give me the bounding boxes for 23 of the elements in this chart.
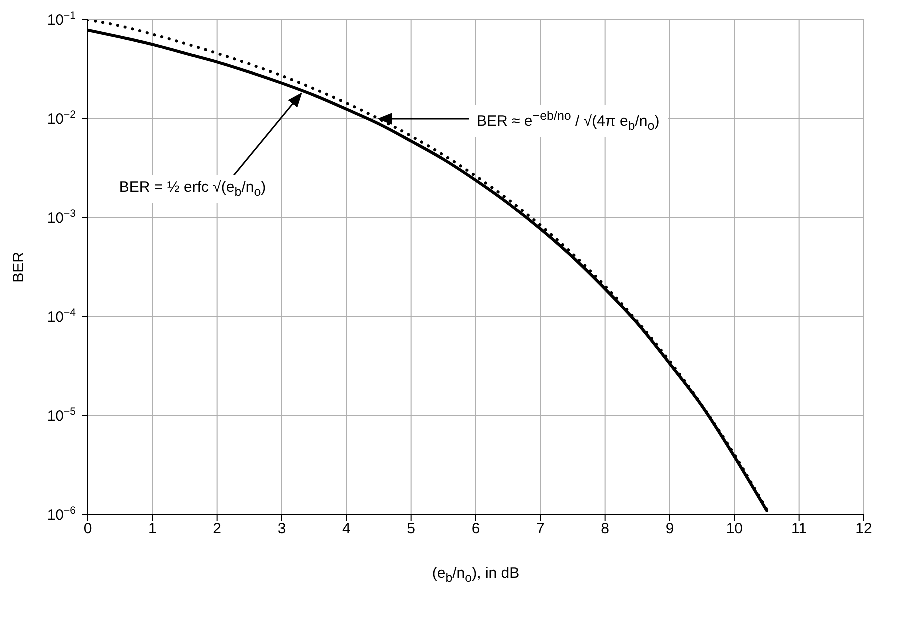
y-tick-label: 10$^{−5}$ <box>47 406 76 425</box>
y-tick-label: 10$^{−6}$ <box>47 505 76 524</box>
y-tick-label: 10$^{−1}$ <box>47 10 76 29</box>
annotation: BER = ½ erfc √(e$_{b}$/n$_{o}$) <box>111 174 274 203</box>
x-tick-label: 12 <box>856 520 872 538</box>
y-tick-label: 10$^{−4}$ <box>47 307 76 326</box>
y-tick-label: 10$^{−2}$ <box>47 109 76 128</box>
annotation: BER ≈ e$^{−eb/no}$ / √(4π e$_{b}$/n$_{o}$) <box>469 105 668 137</box>
x-tick-label: 3 <box>278 520 286 538</box>
x-tick-label: 2 <box>213 520 222 538</box>
x-axis-title: (e$_{b}$/n$_{o}$), in dB <box>431 565 521 585</box>
x-tick-label: 10 <box>726 520 744 538</box>
y-axis-title: BER <box>10 252 28 283</box>
x-tick-label: 4 <box>342 520 351 538</box>
x-tick-label: 7 <box>536 520 545 538</box>
x-tick-label: 5 <box>407 520 416 538</box>
x-tick-label: 9 <box>666 520 674 538</box>
y-tick-label: 10$^{−3}$ <box>47 208 76 227</box>
x-tick-label: 0 <box>84 520 92 538</box>
x-tick-label: 8 <box>601 520 610 538</box>
x-tick-label: 6 <box>472 520 480 538</box>
x-tick-label: 1 <box>148 520 157 538</box>
x-tick-label: 11 <box>792 520 808 538</box>
